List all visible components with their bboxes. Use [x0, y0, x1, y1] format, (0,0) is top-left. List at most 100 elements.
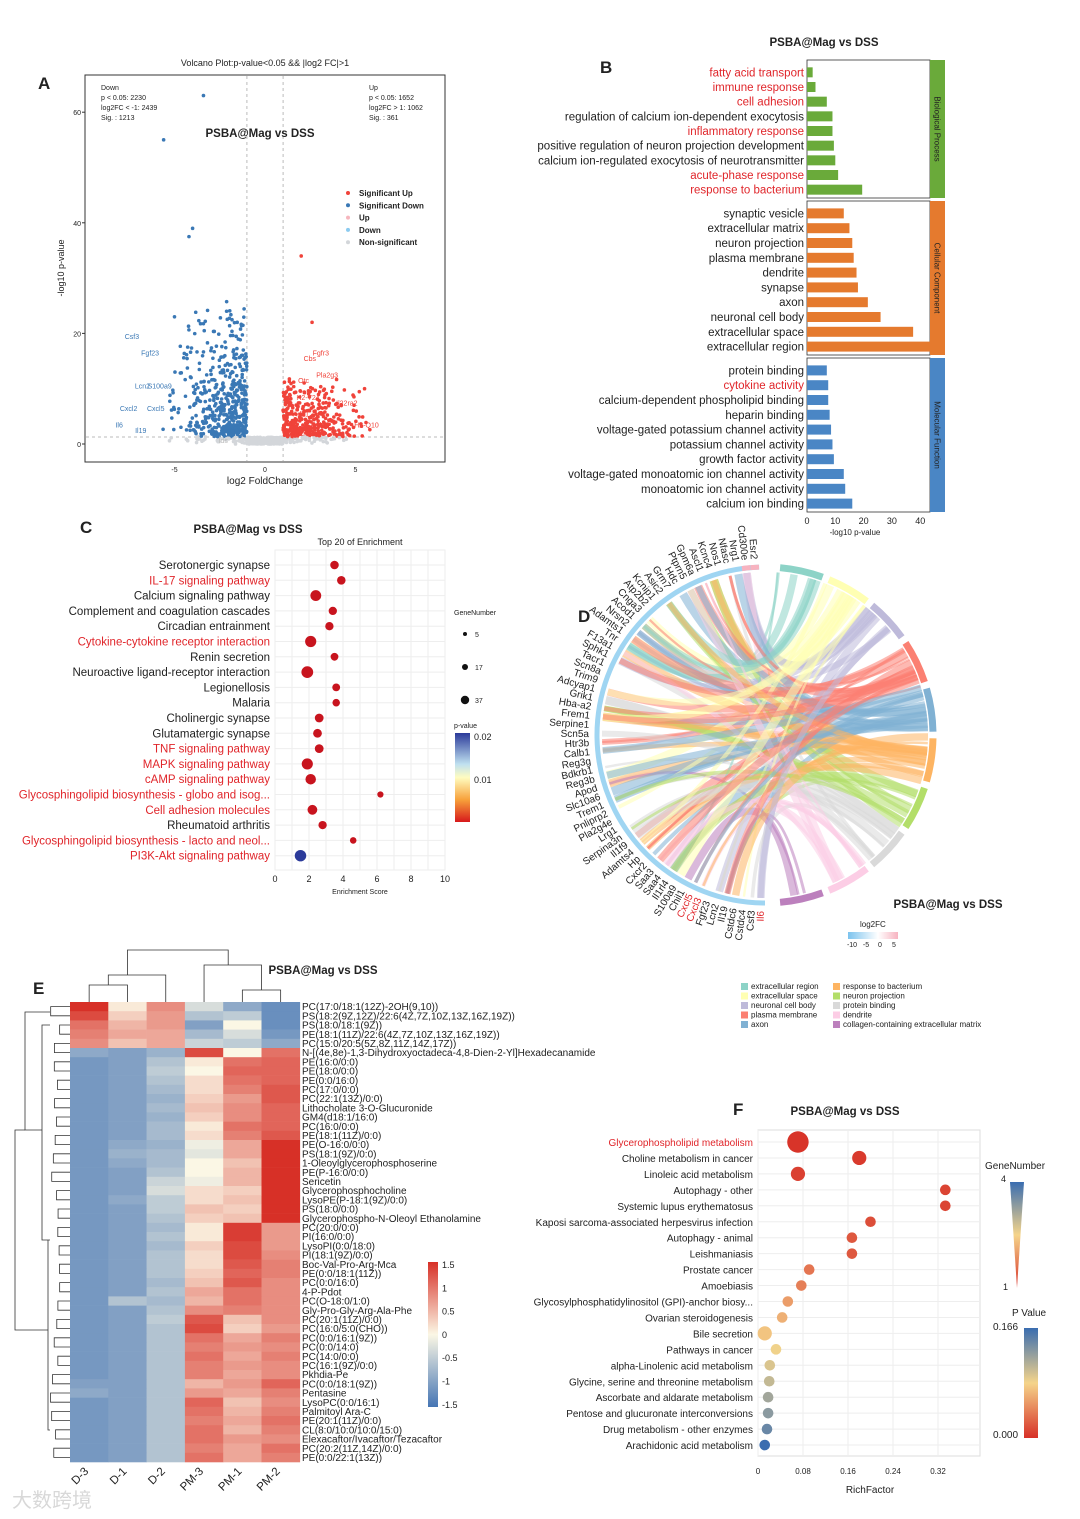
heatmap-cell	[261, 1305, 301, 1316]
heatmap-cell	[223, 1020, 262, 1030]
data-point	[229, 312, 233, 317]
data-point	[194, 440, 199, 445]
gene-label: H2-Q10	[354, 422, 379, 429]
x-tick-label: 10	[440, 874, 450, 884]
y-tick-label: 40	[73, 221, 81, 228]
legend-label: Significant Up	[359, 189, 413, 198]
data-point	[190, 226, 195, 231]
heatmap-cell	[108, 1002, 147, 1012]
row-label: PS(18:0/0:0)	[302, 1205, 358, 1216]
heatmap-cell	[70, 1314, 109, 1325]
heatmap-cell	[108, 1103, 147, 1113]
data-point	[244, 423, 248, 428]
term-label: potassium channel activity	[670, 439, 804, 451]
data-point	[220, 344, 224, 349]
term-label: Ascorbate and aldarate metabolism	[596, 1393, 753, 1404]
data-point	[161, 427, 165, 432]
go-bar	[807, 82, 816, 92]
color-legend-bar	[1024, 1328, 1038, 1438]
y-tick-label: 20	[73, 331, 81, 338]
data-point	[316, 422, 320, 426]
data-point	[333, 429, 337, 433]
color-scale-label: -1.5	[442, 1400, 458, 1410]
data-point	[310, 320, 314, 325]
go-bar	[807, 170, 839, 180]
data-point	[227, 375, 232, 379]
column-label: D-1	[108, 1466, 130, 1488]
heatmap-cell	[223, 1314, 262, 1325]
term-label: heparin binding	[725, 410, 804, 422]
dendrogram	[52, 1374, 70, 1385]
heatmap-cell	[146, 1158, 186, 1168]
data-point	[334, 412, 339, 417]
data-point	[291, 384, 296, 389]
enrichment-dot	[757, 1326, 772, 1341]
heatmap-cell	[70, 1130, 109, 1141]
term-label: Pentose and glucuronate interconversions	[566, 1409, 753, 1420]
row-label: PI(18:1(9Z)/0:0)	[302, 1251, 373, 1262]
data-point	[223, 345, 228, 350]
data-point	[257, 441, 261, 445]
x-axis-label: log2 FoldChange	[227, 476, 304, 487]
dendrogram	[54, 1098, 70, 1109]
enrichment-dot	[761, 1423, 773, 1435]
heatmap-cell	[184, 1370, 224, 1380]
x-axis-label: -log10 p-value	[830, 528, 881, 537]
heatmap-cell	[108, 1351, 147, 1362]
term-label: Serotonergic synapse	[159, 560, 270, 572]
heatmap-cell	[261, 1296, 301, 1306]
row-label: PC(14:0/0:0)	[302, 1352, 359, 1363]
data-point	[337, 435, 342, 440]
data-point	[238, 337, 243, 342]
size-legend-dot	[460, 695, 470, 705]
heatmap-cell	[108, 1333, 147, 1343]
data-point	[212, 396, 216, 401]
dendrogram	[56, 1116, 70, 1127]
heatmap-cell	[146, 1029, 186, 1040]
heatmap-cell	[146, 1314, 186, 1325]
heatmap-cell	[223, 1452, 262, 1463]
heatmap-cell	[108, 1029, 147, 1040]
data-point	[217, 417, 221, 422]
data-point	[230, 404, 234, 409]
heatmap-cell	[70, 1434, 109, 1444]
data-point	[357, 389, 362, 394]
go-bar	[807, 409, 830, 420]
data-point	[299, 254, 304, 258]
fc-tick-label: 0	[878, 942, 882, 949]
data-point	[310, 441, 314, 445]
heatmap-cell	[146, 1195, 186, 1205]
data-point	[262, 438, 266, 442]
heatmap-cell	[146, 1011, 186, 1021]
heatmap-cell	[223, 1158, 262, 1168]
data-point	[287, 392, 292, 397]
row-label: Pentasine	[302, 1389, 347, 1400]
data-point	[209, 346, 214, 350]
gene-label: Cbs	[304, 356, 317, 363]
heatmap-cell	[223, 1379, 262, 1389]
data-point	[193, 401, 198, 406]
data-point	[332, 432, 336, 436]
x-tick-label: 6	[374, 874, 379, 884]
data-point	[233, 442, 238, 446]
gene-label: Calb1	[563, 747, 590, 760]
column-label: PM-2	[255, 1466, 283, 1494]
gene-label: Csf3	[125, 334, 140, 341]
row-label: PC(0:0/16:1(9Z))	[302, 1333, 377, 1344]
heatmap-cell	[184, 1204, 224, 1214]
data-point	[323, 410, 327, 414]
data-point	[195, 350, 199, 354]
data-point	[223, 374, 228, 378]
dendrogram	[55, 1429, 70, 1440]
size-legend-title: GeneNumber	[454, 610, 497, 617]
x-tick-label: 8	[408, 874, 413, 884]
data-point	[223, 340, 227, 344]
heatmap-cell	[261, 1048, 301, 1058]
data-point	[210, 410, 215, 414]
heatmap-cell	[70, 1158, 109, 1168]
heatmap-cell	[146, 1305, 186, 1316]
data-point	[344, 437, 349, 442]
data-point	[239, 322, 244, 327]
panel-letter: D	[578, 607, 590, 626]
data-point	[168, 393, 172, 398]
